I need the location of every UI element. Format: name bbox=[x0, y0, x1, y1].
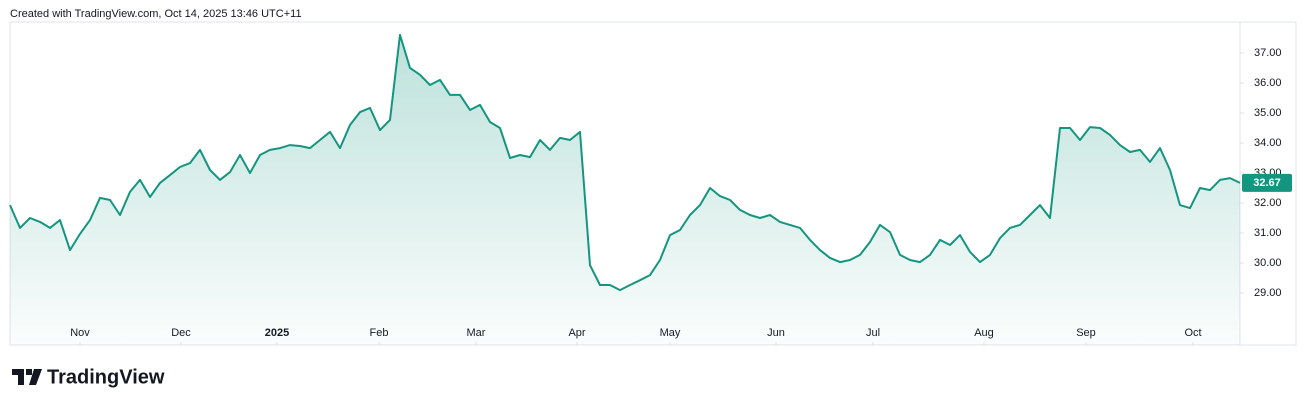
y-tick-label: 37.00 bbox=[1254, 47, 1282, 59]
last-price-box bbox=[1242, 173, 1292, 192]
y-tick-label: 34.00 bbox=[1254, 137, 1282, 149]
logo-text: TradingView bbox=[47, 366, 165, 388]
header-text: Created with TradingView.com, Oct 14, 20… bbox=[10, 8, 302, 20]
y-tick-label: 30.00 bbox=[1254, 257, 1282, 269]
y-tick-label: 32.00 bbox=[1254, 197, 1282, 209]
last-price-label: 32.67 bbox=[1253, 177, 1281, 189]
area-fill bbox=[10, 34, 1240, 346]
logo: TradingView bbox=[12, 366, 165, 388]
logo-icon bbox=[12, 369, 42, 385]
y-tick-label: 35.00 bbox=[1254, 107, 1282, 119]
y-tick-label: 31.00 bbox=[1254, 227, 1282, 239]
price-line bbox=[9, 33, 1241, 292]
y-tick-label: 29.00 bbox=[1254, 287, 1282, 299]
y-tick-label: 36.00 bbox=[1254, 77, 1282, 89]
